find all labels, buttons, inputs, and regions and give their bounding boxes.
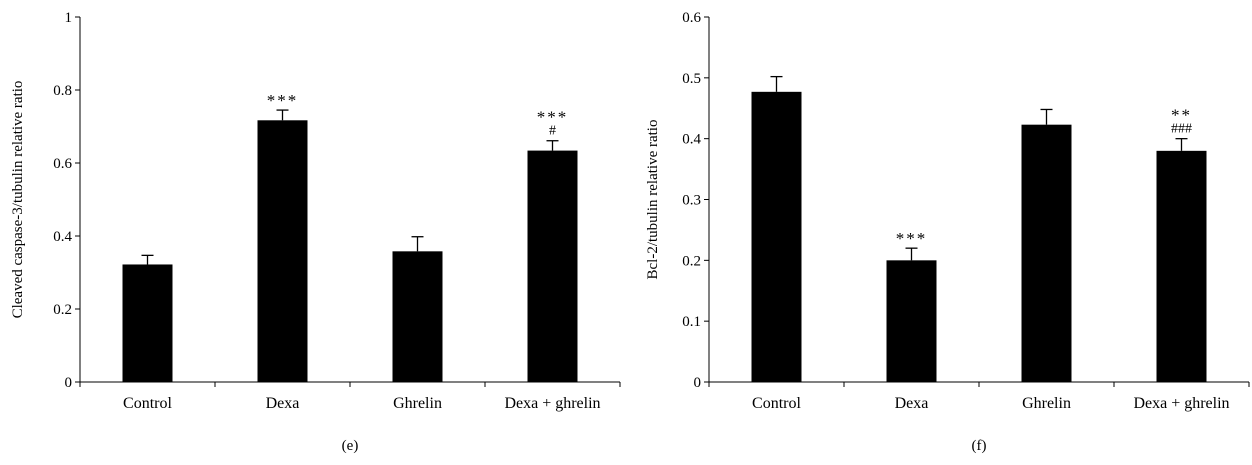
- bar-dexa: [886, 260, 937, 382]
- significance-star-label: ***: [267, 91, 299, 110]
- significance-hash-label: #: [549, 124, 556, 139]
- significance-star-label: ***: [537, 108, 569, 127]
- bar-control: [751, 91, 802, 382]
- significance-hash-label: ###: [1171, 122, 1192, 137]
- y-tick-label: 0: [65, 375, 73, 391]
- y-tick-label: 0.8: [53, 83, 72, 99]
- y-tick-label: 0.4: [53, 229, 72, 245]
- bar-ghrelin: [392, 251, 443, 382]
- y-axis-label: Bcl-2/tubulin relative ratio: [645, 120, 661, 280]
- y-tick-label: 0.2: [682, 253, 701, 269]
- bar-dexa-ghrelin: [1156, 150, 1207, 382]
- y-tick-label: 0.5: [682, 71, 701, 87]
- chart-panel-e: 0 0.2 0.4 0.6 0.8 1 Cleaved caspase-3/tubulin …: [10, 10, 621, 454]
- x-category-label: Control: [123, 395, 172, 412]
- x-category-label: Dexa + ghrelin: [1133, 395, 1229, 412]
- bar-dexa: [257, 120, 308, 383]
- y-tick-label: 0.6: [682, 10, 701, 26]
- y-tick-label: 0: [694, 375, 702, 391]
- significance-star-label: ***: [896, 229, 928, 248]
- bar-control: [122, 264, 173, 382]
- x-category-label: Ghrelin: [393, 395, 442, 412]
- bar-ghrelin: [1021, 124, 1072, 383]
- bar-dexa-ghrelin: [527, 150, 578, 382]
- x-category-label: Control: [752, 395, 801, 412]
- panel-label: (f): [972, 438, 987, 454]
- x-category-label: Ghrelin: [1022, 395, 1071, 412]
- y-tick-label: 0.4: [682, 132, 701, 148]
- x-category-label: Dexa + ghrelin: [504, 395, 600, 412]
- panel-label: (e): [342, 438, 359, 454]
- x-category-label: Dexa: [266, 395, 300, 412]
- chart-panel-f: 0 0.1 0.2 0.3 0.4 0.5 0.6 Bcl-2/tubulin relativ…: [645, 10, 1250, 454]
- y-tick-label: 0.3: [682, 193, 701, 209]
- x-category-label: Dexa: [895, 395, 929, 412]
- y-tick-label: 1: [65, 10, 73, 26]
- significance-star-label: **: [1171, 106, 1192, 125]
- y-tick-label: 0.1: [682, 314, 701, 330]
- y-tick-label: 0.6: [53, 156, 72, 172]
- y-axis-label: Cleaved caspase-3/tubulin relative ratio: [10, 81, 26, 319]
- y-tick-label: 0.2: [53, 302, 72, 318]
